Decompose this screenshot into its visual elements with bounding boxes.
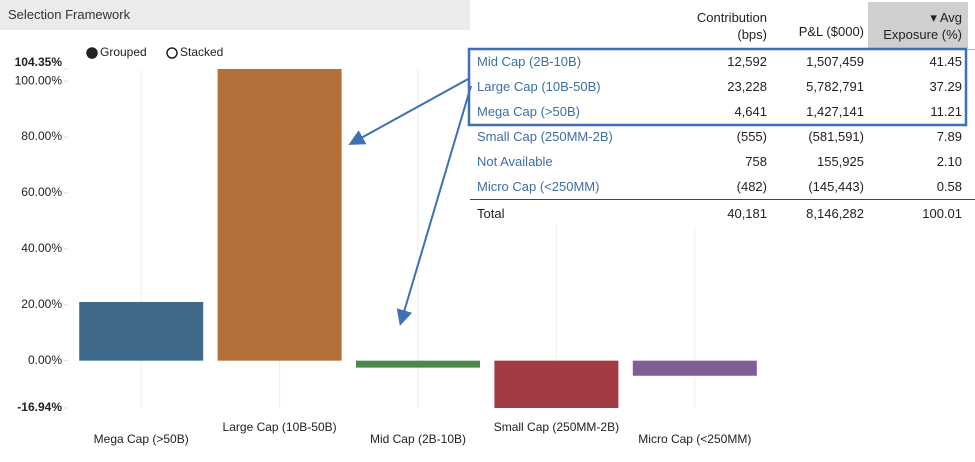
- total-rule: [470, 199, 975, 200]
- cell-value: 11.21: [930, 104, 962, 119]
- x-tick-label: Micro Cap (<250MM): [638, 432, 751, 446]
- y-tick-label: 40.00%: [21, 241, 62, 255]
- cell-value: 155,925: [817, 154, 864, 169]
- radio-label[interactable]: Stacked: [180, 45, 223, 59]
- column-header: Contribution: [696, 10, 767, 25]
- column-header: Exposure (%): [883, 27, 962, 42]
- row-label: Micro Cap (<250MM): [477, 179, 600, 194]
- column-header: P&L ($000): [798, 24, 864, 39]
- row-label: Not Available: [477, 154, 553, 169]
- column-header: ▾ Avg: [930, 10, 962, 25]
- cell-value: 41.45: [929, 54, 962, 69]
- radio-button[interactable]: [86, 47, 98, 59]
- y-tick-label: 60.00%: [21, 185, 62, 199]
- radio-label[interactable]: Grouped: [100, 45, 147, 59]
- cell-value: 37.29: [929, 79, 962, 94]
- y-tick-label: 20.00%: [21, 297, 62, 311]
- cell-value: 0.58: [936, 179, 962, 194]
- cell-value: 758: [745, 154, 767, 169]
- x-tick-label: Mega Cap (>50B): [94, 432, 189, 446]
- panel-title: Selection Framework: [0, 0, 470, 30]
- bar: [356, 360, 480, 368]
- cell-value: 4,641: [734, 104, 767, 119]
- cell-value: (482): [736, 179, 767, 194]
- cell-value: 7.89: [936, 129, 962, 144]
- cell-value: 1,427,141: [806, 104, 864, 119]
- cell-value: 23,228: [727, 79, 767, 94]
- row-label: Mid Cap (2B-10B): [477, 54, 582, 69]
- y-tick-label: 80.00%: [21, 129, 62, 143]
- table: Contribution (bps) P&L ($000) ▾ Avg Exposure…: [470, 0, 975, 226]
- sorted-column-header: [868, 2, 968, 48]
- bar: [494, 360, 619, 408]
- y-tick-label: 100.00%: [15, 73, 63, 87]
- bar: [632, 360, 757, 376]
- y-tick-label: 104.35%: [15, 55, 63, 69]
- y-tick-label: 0.00%: [28, 353, 62, 367]
- y-tick-label: -16.94%: [17, 400, 62, 414]
- x-tick-label: Small Cap (250MM-2B): [494, 420, 619, 434]
- x-tick-label: Mid Cap (2B-10B): [370, 432, 466, 446]
- total-value: 8,146,282: [806, 206, 864, 221]
- total-value: 100.01: [922, 206, 962, 221]
- cell-value: (555): [736, 129, 767, 144]
- total-label: Total: [477, 206, 505, 221]
- column-header: (bps): [737, 27, 767, 42]
- row-label: Mega Cap (>50B): [477, 104, 580, 119]
- x-tick-label: Large Cap (10B-50B): [223, 420, 337, 434]
- row-label: Small Cap (250MM-2B): [477, 129, 613, 144]
- cell-value: (581,591): [808, 129, 864, 144]
- cell-value: 5,782,791: [806, 79, 864, 94]
- cell-value: 12,592: [727, 54, 767, 69]
- total-value: 40,181: [727, 206, 767, 221]
- bar: [79, 301, 204, 361]
- row-label: Large Cap (10B-50B): [477, 79, 601, 94]
- header-rule: [470, 49, 975, 50]
- cell-value: 2.10: [936, 154, 962, 169]
- cell-value: 1,507,459: [806, 54, 864, 69]
- cell-value: (145,443): [808, 179, 864, 194]
- bar: [217, 69, 342, 361]
- radio-button[interactable]: [166, 47, 178, 59]
